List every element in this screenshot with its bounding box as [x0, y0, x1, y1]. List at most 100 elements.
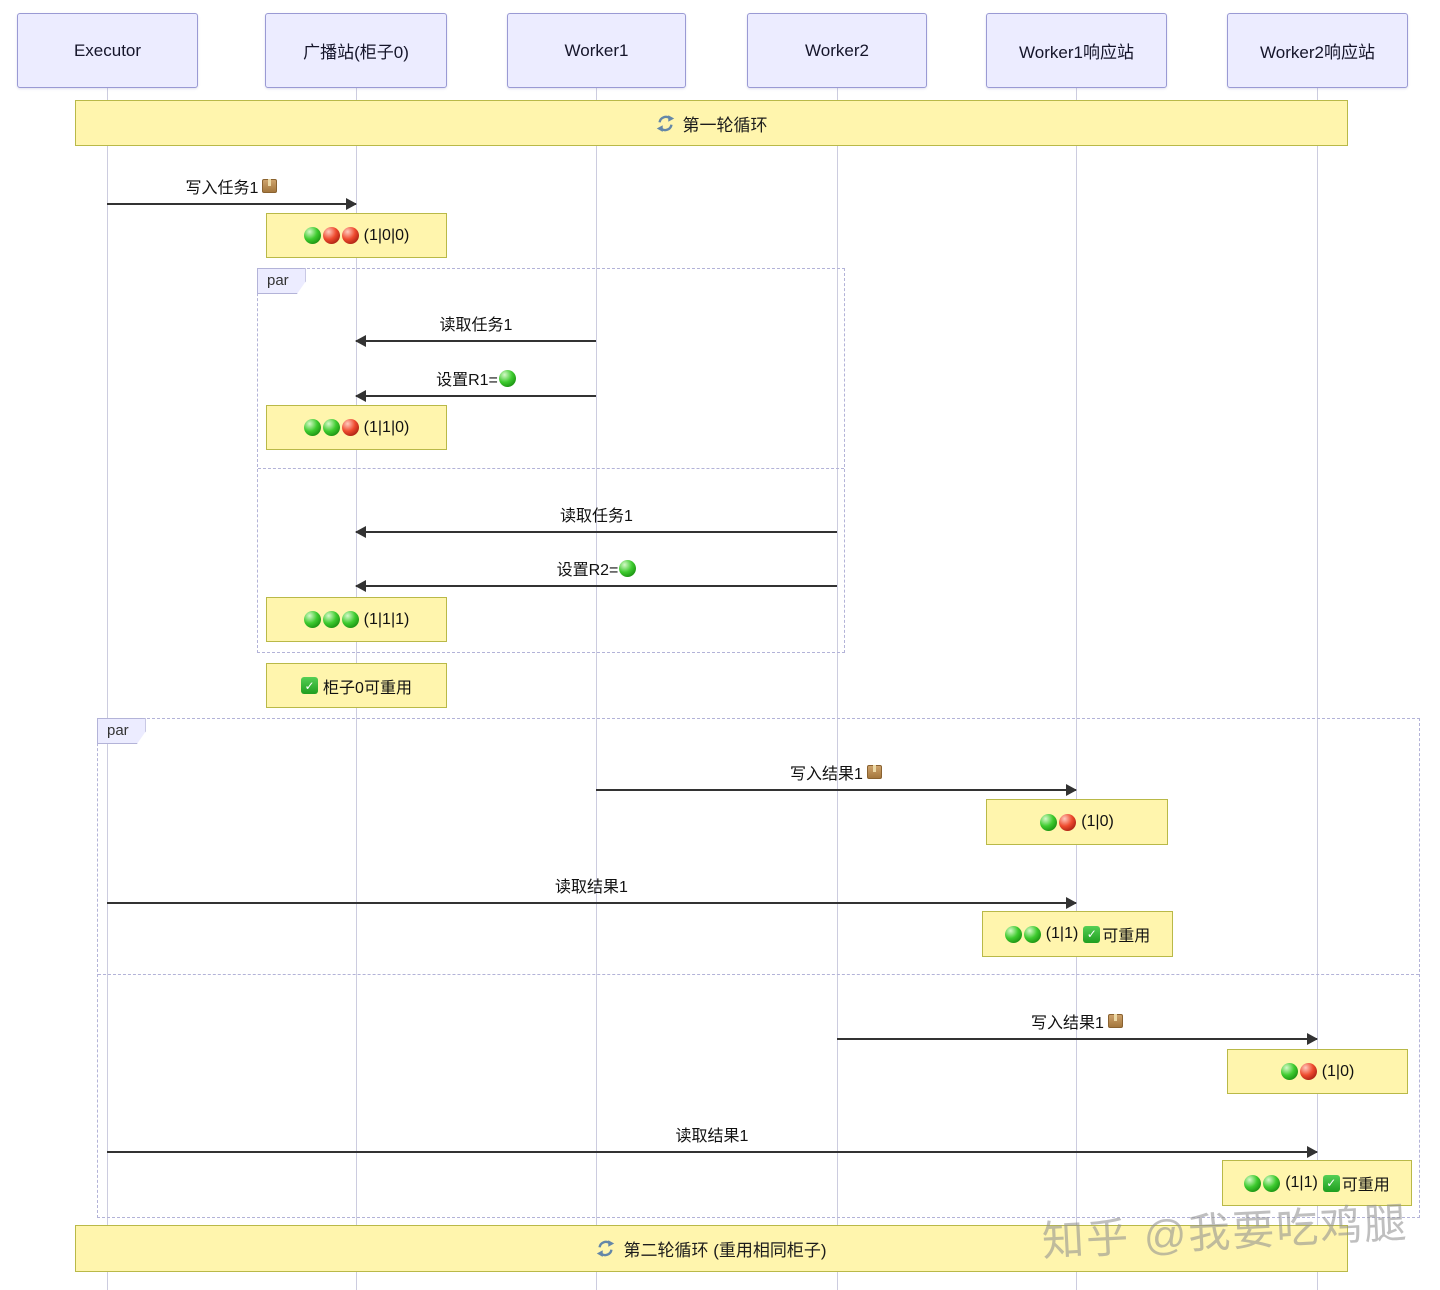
message-line — [837, 1038, 1317, 1040]
arrowhead-icon — [355, 526, 366, 538]
message-text: 写入结果1 — [790, 766, 863, 783]
green-ball-icon — [322, 611, 340, 628]
participant-worker1: Worker1 — [507, 13, 686, 88]
arrowhead-icon — [1066, 897, 1077, 909]
note-cabinet-state-110: (1|1|0) — [266, 405, 447, 450]
message-line — [356, 340, 596, 342]
message-label: 设置R2= — [356, 556, 837, 580]
state-balls — [303, 419, 359, 436]
note-text: (1|0|0) — [363, 226, 410, 244]
message-line — [356, 395, 596, 397]
note-text: (1|0) — [1321, 1062, 1355, 1080]
note-text: 柜子0可重用 — [323, 679, 412, 697]
note-w1resp-state-10: (1|0) — [986, 799, 1168, 845]
lifeline-executor — [107, 88, 108, 1290]
red-ball-icon — [1059, 813, 1077, 831]
green-ball-icon — [303, 227, 321, 244]
loop-banner-round2: 第二轮循环 (重用相同柜子) — [75, 1225, 1348, 1272]
participant-broadcast-cabinet0: 广播站(柜子0) — [265, 13, 447, 88]
red-ball-icon — [1299, 1063, 1317, 1080]
green-ball-icon — [1244, 1174, 1262, 1192]
message-text: 设置R1= — [436, 372, 498, 389]
participant-label: Worker1 — [564, 40, 629, 60]
message-text: 读取任务1 — [560, 508, 633, 525]
participant-label: 广播站(柜子0) — [303, 43, 409, 62]
message-line — [356, 531, 837, 533]
message-line — [107, 203, 356, 205]
lifeline-worker1-resp — [1076, 88, 1077, 1290]
arrowhead-icon — [1307, 1146, 1318, 1158]
message-line — [107, 902, 1076, 904]
arrowhead-icon — [346, 198, 357, 210]
note-cabinet0-reusable: 柜子0可重用 — [266, 663, 447, 708]
par-block-read-task: par — [257, 268, 845, 653]
package-icon — [262, 179, 278, 193]
state-balls — [1040, 813, 1077, 831]
red-ball-icon — [341, 227, 359, 244]
par-label: par — [257, 268, 306, 294]
message-text: 设置R2= — [556, 562, 619, 579]
note-text: (1|0) — [1081, 813, 1114, 830]
message-label: 写入任务1 — [107, 174, 356, 198]
message-line — [356, 585, 837, 587]
arrowhead-icon — [355, 390, 366, 402]
message-text: 读取结果1 — [675, 1128, 749, 1145]
red-ball-icon — [341, 419, 359, 436]
package-icon — [1107, 1014, 1123, 1028]
green-ball-icon — [303, 611, 321, 628]
par-label: par — [97, 718, 146, 744]
state-balls — [1244, 1174, 1281, 1192]
participant-worker2-response: Worker2响应站 — [1227, 13, 1408, 88]
message-text: 读取结果1 — [555, 879, 628, 896]
message-label: 写入结果1 — [837, 1009, 1317, 1033]
state-balls — [303, 611, 359, 628]
note-text: (1|1|0) — [363, 418, 410, 436]
note-text: (1|1) — [1285, 1174, 1318, 1191]
arrowhead-icon — [1066, 784, 1077, 796]
green-ball-icon — [322, 419, 340, 436]
message-text: 读取任务1 — [439, 317, 513, 334]
check-icon — [301, 677, 319, 694]
participant-label: Worker2响应站 — [1260, 43, 1375, 62]
message-text: 写入结果1 — [1031, 1015, 1104, 1032]
message-label: 读取结果1 — [107, 1122, 1317, 1146]
note-badge: 可重用 — [1102, 928, 1151, 945]
par-block-write-result: par — [97, 718, 1420, 1218]
state-balls — [1004, 925, 1041, 943]
message-line — [596, 789, 1076, 791]
note-text: (1|1) — [1045, 925, 1079, 942]
message-text: 写入任务1 — [185, 180, 259, 197]
loop-banner-round2-label: 第二轮循环 (重用相同柜子) — [623, 1241, 827, 1260]
green-ball-icon — [1004, 925, 1022, 943]
message-label: 读取结果1 — [107, 873, 1076, 897]
arrowhead-icon — [1307, 1033, 1318, 1045]
arrowhead-icon — [355, 335, 366, 347]
loop-banner-round1: 第一轮循环 — [75, 100, 1348, 146]
message-label: 读取任务1 — [356, 502, 837, 526]
package-icon — [866, 765, 882, 779]
lifeline-worker2-resp — [1317, 88, 1318, 1290]
lifeline-worker1 — [596, 88, 597, 1290]
note-w1resp-state-11-reusable: (1|1) 可重用 — [982, 911, 1173, 957]
green-ball-icon — [498, 369, 516, 387]
check-icon — [1322, 1174, 1340, 1192]
note-cabinet-state-111: (1|1|1) — [266, 597, 447, 642]
note-w2resp-state-10: (1|0) — [1227, 1049, 1408, 1094]
green-ball-icon — [1040, 813, 1058, 831]
loop-banner-round1-label: 第一轮循环 — [682, 115, 768, 135]
note-w2resp-state-11-reusable: (1|1) 可重用 — [1222, 1160, 1412, 1206]
green-ball-icon — [1280, 1063, 1298, 1080]
par-divider — [258, 468, 844, 469]
note-badge: 可重用 — [1341, 1177, 1390, 1194]
message-label: 读取任务1 — [356, 311, 596, 335]
arrowhead-icon — [355, 580, 366, 592]
par-divider — [98, 974, 1419, 975]
green-ball-icon — [619, 559, 637, 577]
check-icon — [1083, 925, 1101, 943]
lifeline-worker2 — [837, 88, 838, 1290]
message-label: 设置R1= — [356, 366, 596, 390]
state-balls — [1280, 1063, 1317, 1080]
state-balls — [303, 227, 359, 244]
note-cabinet-state-100: (1|0|0) — [266, 213, 447, 258]
